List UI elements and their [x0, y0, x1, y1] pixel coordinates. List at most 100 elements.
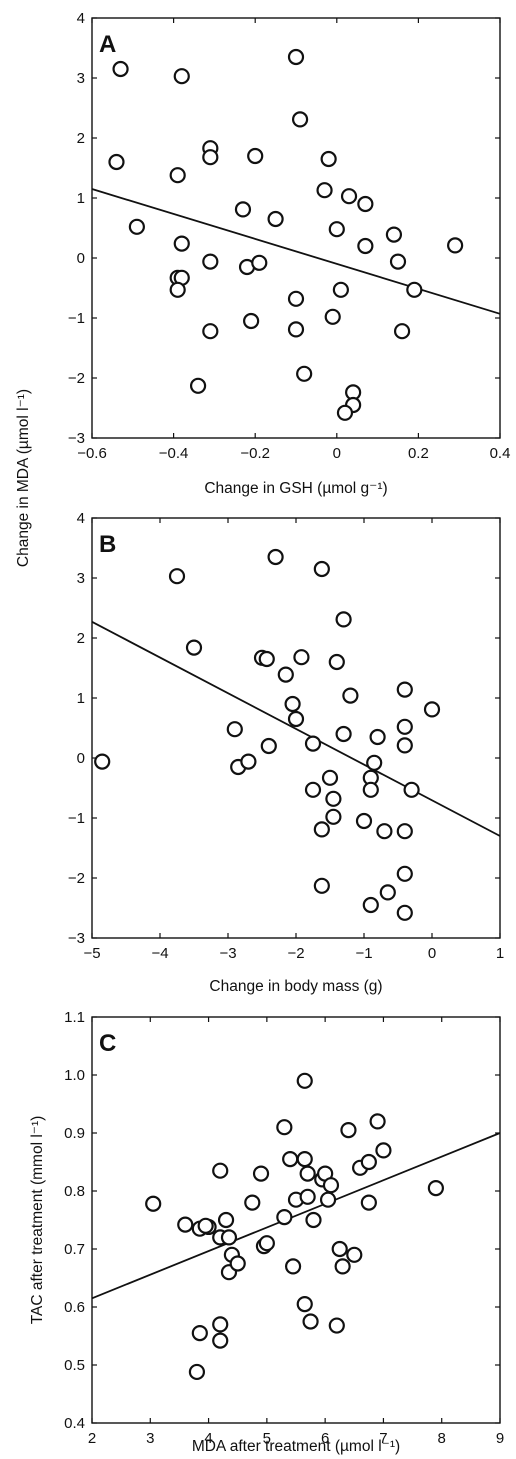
panel-a-x-axis: −0.6 −0.4 −0.2 0 0.2 0.4 [77, 18, 510, 462]
panel-a-data-point [320, 150, 337, 168]
panel-b-data-point [355, 812, 373, 830]
panel-b-data-point [423, 701, 441, 718]
panel-b-data-point [335, 725, 352, 743]
panel-a-x-tick-label: 0.2 [408, 445, 429, 462]
panel-c-data-point [302, 1313, 319, 1330]
panel-a-data-point [357, 237, 374, 255]
panel-c-data-point [197, 1217, 214, 1234]
panel-b-data-point [366, 754, 383, 771]
panel-b-y-tick-label: 2 [77, 630, 85, 647]
panel-b-y-tick-label: 4 [77, 510, 85, 527]
panel-a-data-point [169, 167, 186, 184]
panel-a-data-point [108, 153, 125, 171]
panel-a-data-point [202, 323, 219, 340]
panel-b-data-point [362, 896, 379, 914]
panel-a-y-tick-label: −3 [68, 430, 85, 447]
panel-a-data-point [385, 226, 403, 243]
panel-c: 0.4 0.5 0.6 0.7 0.8 0.9 1.0 1.1 2 3 4 5 6 7 8 9 C MDA … [29, 1009, 504, 1455]
panel-a-data-point [173, 235, 190, 252]
panel-b-data-point [396, 865, 413, 882]
panel-b-data-point [342, 687, 359, 704]
panel-a-x-tick-label: −0.4 [159, 445, 189, 462]
panel-b-x-tick-label: 1 [496, 945, 504, 962]
panel-c-data-point [299, 1188, 316, 1205]
panel-a-data-point [243, 312, 260, 330]
panel-a-data-point [336, 404, 354, 421]
panel-c-data-point [229, 1255, 246, 1272]
panel-a-fit-line [91, 188, 501, 315]
panel-c-x-tick-label: 5 [263, 1430, 271, 1447]
panel-a-data-point [234, 201, 252, 218]
panel-b-data-point [94, 753, 111, 770]
panel-b-data-point [369, 728, 386, 746]
panel-b-data-point [284, 695, 301, 713]
panel-b-x-tick-label: −5 [83, 945, 100, 962]
panel-b-data-point [325, 808, 342, 825]
panel-b-data-point [260, 737, 277, 755]
panel-c-data-point [427, 1179, 444, 1197]
panel-c-data-point [212, 1316, 229, 1333]
panel-a-data-point [447, 237, 464, 254]
panel-b-y-axis: −3 −2 −1 0 1 2 3 4 [68, 510, 500, 947]
panel-b-x-tick-label: −3 [219, 945, 236, 962]
panel-b-y-tick-label: 0 [77, 750, 85, 767]
panel-c-data-point [296, 1295, 313, 1313]
panel-c-data-point [340, 1121, 357, 1139]
panel-b-data-point [335, 611, 352, 628]
panel-a-data-point [173, 68, 190, 85]
panel-b-letter: B [99, 531, 116, 558]
panel-c-x-label: MDA after treatment (µmol l⁻¹) [192, 1438, 400, 1455]
panel-b-data-point [287, 710, 305, 728]
panel-b-x-tick-label: −4 [151, 945, 168, 962]
panel-c-data-point [191, 1324, 208, 1342]
panel-c-data-point [296, 1150, 313, 1168]
panel-b-data-point [226, 721, 243, 738]
panel-a-data-point [340, 188, 358, 205]
panel-b-data-point [321, 769, 339, 786]
panel-c-data-point [212, 1332, 229, 1349]
panel-a-data-point [316, 182, 333, 199]
panel-b-data-point [304, 735, 322, 752]
panel-c-x-tick-label: 7 [379, 1430, 387, 1447]
panel-b-y-tick-label: 3 [77, 570, 85, 587]
panel-b-data-point [403, 781, 420, 798]
panel-c-x-tick-label: 8 [438, 1430, 446, 1447]
panel-a-frame [91, 17, 501, 439]
panel-c-data-point [299, 1165, 316, 1182]
panel-b-data-point [313, 560, 330, 578]
panel-c-y-label: TAC after treatment (mmol l⁻¹) [29, 1116, 46, 1325]
panel-a-data-point [202, 149, 219, 166]
panel-a-y-axis: −3 −2 −1 0 1 2 3 4 [68, 10, 500, 447]
panel-b-y-tick-label: −2 [68, 870, 85, 887]
panel-a-data-point [357, 195, 374, 213]
panel-a-x-tick-label: −0.6 [77, 445, 107, 462]
panel-b-data-point [379, 884, 396, 901]
panel-a-x-tick-label: −0.2 [240, 445, 270, 462]
panel-b-data-point [328, 653, 345, 671]
panel-c-y-tick-label: 0.6 [64, 1299, 85, 1316]
panel-b-data-point [240, 753, 257, 770]
panel-b-data-point [185, 639, 203, 656]
panel-c-data-point [212, 1162, 229, 1179]
panel-c-data-point [217, 1211, 235, 1229]
panel-c-data-point [331, 1240, 348, 1258]
panel-a-data-point [296, 365, 313, 382]
panel-b-data-point [313, 877, 330, 894]
panel-c-x-tick-label: 2 [88, 1430, 96, 1447]
panel-b-data-point [304, 781, 322, 798]
panel-c-y-tick-label: 0.4 [64, 1415, 85, 1432]
panel-a-data-point [247, 147, 264, 165]
panel-b-data-point [277, 666, 294, 683]
panel-b-fit-line [91, 621, 501, 837]
panel-b-data-point [267, 548, 284, 566]
panel-c-data-point [375, 1142, 392, 1159]
panel-a-letter: A [99, 31, 116, 58]
panel-b-y-tick-label: −3 [68, 930, 85, 947]
panel-c-y-tick-label: 1.0 [64, 1067, 85, 1084]
panel-c-data-point [322, 1177, 340, 1194]
panel-a-x-tick-label: 0.4 [490, 445, 511, 462]
panel-c-data-point [177, 1216, 194, 1233]
panel-a-data-point [291, 111, 309, 128]
panel-c-y-axis: 0.4 0.5 0.6 0.7 0.8 0.9 1.0 1.1 [64, 1009, 500, 1432]
